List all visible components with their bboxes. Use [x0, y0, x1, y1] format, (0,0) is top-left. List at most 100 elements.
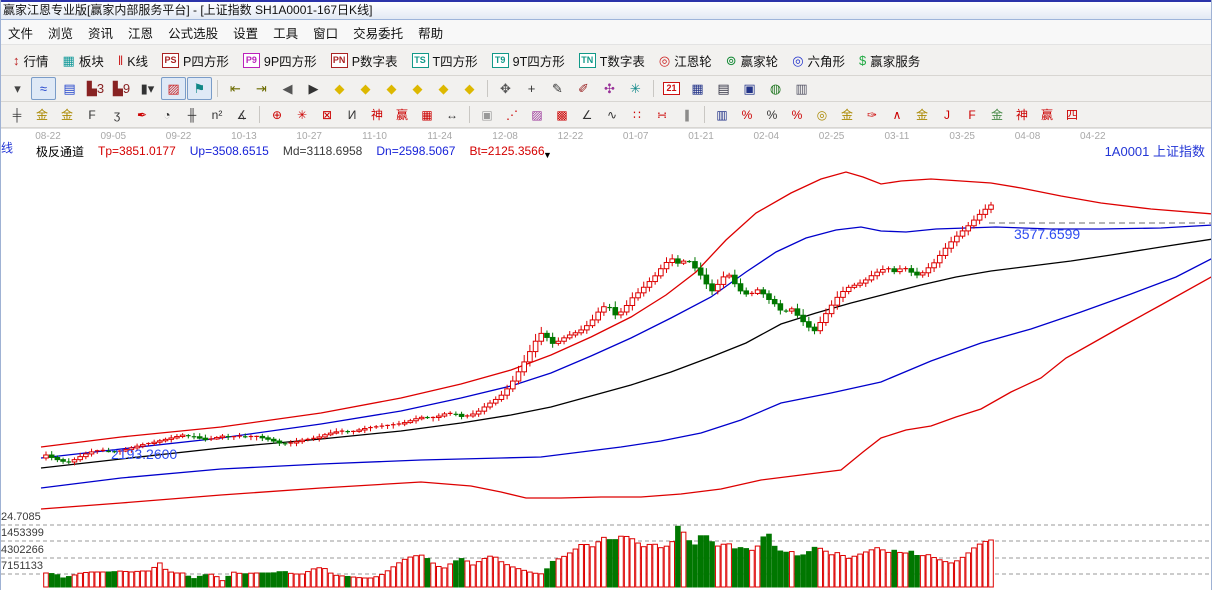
grid-123-icon[interactable]: ▦ — [421, 107, 433, 122]
shen-tool-icon[interactable]: 神 — [370, 107, 383, 122]
fan-box-icon[interactable]: ▨ — [531, 107, 543, 122]
starweb-icon[interactable]: ✳ — [296, 107, 308, 122]
toolbar-button-t-square[interactable]: TS T四方形 — [406, 49, 484, 72]
menu-item-6[interactable]: 设置 — [233, 26, 259, 41]
clipboard-icon[interactable]: ▤ — [63, 80, 76, 96]
calculator-icon[interactable]: ▦ — [691, 80, 704, 96]
gold-fence2-icon[interactable]: 金 — [60, 107, 73, 122]
percent-red-icon[interactable]: % — [791, 107, 803, 122]
dot-grid2-icon[interactable]: ∺ — [656, 107, 668, 122]
title-bar[interactable]: 赢家江恩专业版[赢家内部服务平台] - [上证指数 SH1A0001-167日K… — [1, 0, 1211, 20]
menu-item-7[interactable]: 工具 — [273, 26, 299, 41]
toolbar-button-sectors[interactable]: ▦ 板块 — [57, 49, 110, 72]
diamond-cross-icon[interactable]: ◆ — [464, 80, 475, 96]
pattern-icon[interactable]: ▨ — [161, 77, 186, 100]
flag-icon[interactable]: ⚑ — [187, 77, 212, 100]
wave-icon[interactable]: ≈ — [31, 77, 56, 100]
menu-item-10[interactable]: 帮助 — [418, 26, 444, 41]
spiral-icon[interactable]: ʒ — [113, 107, 121, 122]
diamond-x-icon[interactable]: ◆ — [412, 80, 423, 96]
gold-line2-icon[interactable]: 金 — [915, 107, 928, 122]
pencil-icon[interactable]: ✎ — [552, 80, 563, 96]
a-wave-icon[interactable]: ∧ — [892, 107, 902, 122]
notepad-icon[interactable]: ▤ — [717, 80, 730, 96]
fence2-icon[interactable]: ╫ — [187, 107, 197, 122]
percent-icon[interactable]: % — [766, 107, 778, 122]
toolbar-button-gann-wheel[interactable]: ◎ 江恩轮 — [653, 49, 718, 72]
index-code-label: 1A0001 上证指数 — [1104, 144, 1205, 159]
pen-nib-icon[interactable]: ✒ — [136, 107, 148, 122]
toolbar-button-kline[interactable]: ‖ K线 — [112, 49, 154, 72]
compass-icon[interactable]: ⊕ — [271, 107, 283, 122]
skip-start-icon[interactable]: ⇤ — [230, 80, 241, 96]
diamond-right-icon[interactable]: ◆ — [360, 80, 371, 96]
angle-tool-icon[interactable]: ∡ — [236, 107, 248, 122]
marker-icon[interactable]: ✐ — [578, 80, 589, 96]
toolbar-button-winner-service[interactable]: $ 赢家服务 — [853, 49, 926, 72]
tool-purple-icon[interactable]: ✣ — [604, 80, 615, 96]
toolbar-button-p-table[interactable]: PN P数字表 — [325, 49, 404, 72]
menu-item-8[interactable]: 窗口 — [313, 26, 339, 41]
percent-line-icon[interactable]: % — [741, 107, 753, 122]
fence-icon[interactable]: ╪ — [12, 107, 22, 122]
toolbar-button-9p-square[interactable]: P9 9P四方形 — [237, 49, 323, 72]
f-line-icon[interactable]: F — [968, 107, 976, 122]
skip-end-icon[interactable]: ⇥ — [256, 80, 267, 96]
diamond-lr-icon[interactable]: ◆ — [386, 80, 397, 96]
n2-icon[interactable]: n² — [211, 107, 223, 122]
calendar-21-icon[interactable]: 21 — [659, 77, 684, 100]
wave-line-icon[interactable]: ∿ — [606, 107, 618, 122]
printer-icon[interactable]: ▥ — [795, 80, 808, 96]
candle-type-icon[interactable]: ▮▾ — [140, 80, 155, 96]
dropdown-caret-icon[interactable]: ▾ — [14, 80, 21, 96]
column-chart-icon[interactable]: ▥ — [716, 107, 728, 122]
f-fence-icon[interactable]: F — [88, 107, 96, 122]
date-tick-label: 04-08 — [1014, 131, 1041, 142]
toolbar-button-9t-square[interactable]: T9 9T四方形 — [486, 49, 571, 72]
menu-item-2[interactable]: 浏览 — [48, 26, 74, 41]
diamond-left-icon[interactable]: ◆ — [334, 80, 345, 96]
ying-line-icon[interactable]: 赢 — [1040, 107, 1053, 122]
gold-line-icon[interactable]: 金 — [840, 107, 853, 122]
diamond-star-icon[interactable]: ◆ — [438, 80, 449, 96]
menu-item-5[interactable]: 公式选股 — [168, 26, 219, 41]
menu-item-4[interactable]: 江恩 — [128, 26, 154, 41]
gold-slash-icon[interactable]: 金 — [990, 107, 1003, 122]
save-icon[interactable]: ▣ — [743, 80, 756, 96]
toolbar-button-hexagon[interactable]: ◎ 六角形 — [786, 49, 851, 72]
fan-icon[interactable]: ⋰ — [506, 107, 518, 122]
menu-item-9[interactable]: 交易委托 — [353, 26, 404, 41]
dot-grid-icon[interactable]: ∷ — [633, 107, 641, 122]
next-icon[interactable]: ▶ — [308, 80, 319, 96]
pencil-angle-icon[interactable]: ∠ — [581, 107, 593, 122]
clock-icon[interactable]: ◔ — [163, 107, 171, 122]
crosshair-icon[interactable]: + — [527, 80, 536, 96]
gold-circle-icon[interactable]: ◎ — [816, 107, 828, 122]
menu-item-1[interactable]: 文件 — [8, 26, 34, 41]
gold-fence-icon[interactable]: 金 — [35, 107, 48, 122]
prev-icon[interactable]: ◀ — [282, 80, 293, 96]
zigzag-k-icon[interactable]: И — [347, 107, 357, 122]
grid-box-icon[interactable]: ▩ — [556, 107, 568, 122]
bars-3-icon[interactable]: ▙3 — [86, 80, 105, 96]
boxweb-icon[interactable]: ⊠ — [321, 107, 333, 122]
toolbar-button-winner-wheel[interactable]: ⊚ 赢家轮 — [720, 49, 784, 72]
hand-icon[interactable]: ✥ — [500, 80, 511, 96]
shen-line-icon[interactable]: 神 — [1015, 107, 1028, 122]
j-line-icon[interactable]: J — [944, 107, 950, 122]
toolbar-button-t-table[interactable]: TN T数字表 — [573, 49, 651, 72]
ruler-icon[interactable]: ↔ — [446, 107, 458, 122]
bars-9-icon[interactable]: ▙9 — [112, 80, 131, 96]
ink-candle-icon[interactable]: ✑ — [866, 107, 878, 122]
si-line-icon[interactable]: 四 — [1065, 107, 1078, 122]
tool-teal-icon[interactable]: ✳ — [630, 80, 641, 96]
frame-icon[interactable]: ▣ — [481, 107, 493, 122]
menu-item-3[interactable]: 资讯 — [88, 26, 114, 41]
chart-globe-icon[interactable]: ◍ — [769, 80, 782, 96]
ying-tool-icon[interactable]: 赢 — [395, 107, 408, 122]
toolbar-button-quotes[interactable]: ↕ 行情 — [7, 49, 55, 72]
toolbar-button-p-square[interactable]: PS P四方形 — [156, 49, 235, 72]
slashes-icon[interactable]: ∥ — [684, 107, 690, 122]
